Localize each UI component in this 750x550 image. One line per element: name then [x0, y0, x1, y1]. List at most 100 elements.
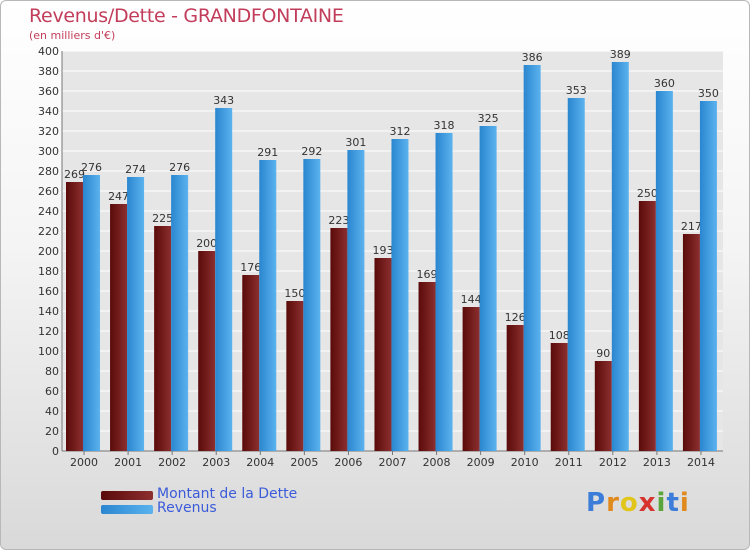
bar-revenus — [435, 133, 453, 451]
data-label-revenus: 360 — [654, 77, 675, 90]
data-label-dette: 250 — [637, 187, 658, 200]
y-tick-label: 60 — [45, 385, 59, 398]
data-label-dette: 247 — [108, 190, 129, 203]
bar-dette — [594, 361, 612, 451]
data-label-revenus: 389 — [610, 48, 631, 61]
data-label-revenus: 292 — [301, 145, 322, 158]
data-label-revenus: 312 — [389, 125, 410, 138]
x-tick-label: 2001 — [114, 456, 142, 469]
data-label-dette: 169 — [417, 268, 438, 281]
bar-revenus — [523, 65, 541, 451]
y-tick-label: 280 — [38, 165, 59, 178]
data-label-dette: 193 — [372, 244, 393, 257]
x-tick-label: 2008 — [423, 456, 451, 469]
x-tick-label: 2012 — [599, 456, 627, 469]
x-tick-label: 2013 — [643, 456, 671, 469]
bar-revenus — [611, 62, 629, 451]
y-tick-label: 160 — [38, 285, 59, 298]
bar-dette — [462, 307, 480, 451]
bar-revenus — [699, 101, 717, 451]
y-tick-label: 0 — [52, 445, 59, 458]
y-tick-label: 360 — [38, 85, 59, 98]
bar-revenus — [479, 126, 497, 451]
x-tick-label: 2014 — [687, 456, 715, 469]
bar-revenus — [83, 175, 100, 451]
data-label-revenus: 276 — [81, 161, 102, 174]
x-tick-label: 2011 — [555, 456, 583, 469]
legend-label-revenus: Revenus — [157, 500, 217, 516]
data-label-dette: 225 — [152, 212, 173, 225]
y-tick-label: 340 — [38, 105, 59, 118]
x-tick-label: 2002 — [158, 456, 186, 469]
y-tick-label: 80 — [45, 365, 59, 378]
bar-dette — [682, 234, 700, 451]
x-tick-label: 2005 — [290, 456, 318, 469]
bar-dette — [638, 201, 656, 451]
bar-revenus — [391, 139, 409, 451]
bar-dette — [154, 226, 172, 451]
bar-revenus — [655, 91, 673, 451]
data-label-dette: 200 — [196, 237, 217, 250]
x-tick-label: 2010 — [511, 456, 539, 469]
x-tick-label: 2000 — [70, 456, 98, 469]
legend-label-dette: Montant de la Dette — [157, 486, 298, 502]
bar-dette — [198, 251, 216, 451]
x-tick-label: 2009 — [467, 456, 495, 469]
y-tick-label: 40 — [45, 405, 59, 418]
bar-revenus — [215, 108, 233, 451]
y-tick-label: 400 — [38, 45, 59, 58]
bar-dette — [374, 258, 392, 451]
data-label-revenus: 301 — [345, 136, 366, 149]
bar-dette — [110, 204, 128, 451]
data-label-revenus: 291 — [257, 146, 278, 159]
chart-title: Revenus/Dette - GRANDFONTAINE — [29, 5, 344, 27]
bar-dette — [550, 343, 568, 451]
data-label-revenus: 350 — [698, 87, 719, 100]
bar-revenus — [127, 177, 145, 451]
data-label-revenus: 386 — [522, 51, 543, 64]
bar-revenus — [347, 150, 365, 451]
data-label-dette: 223 — [328, 214, 349, 227]
x-tick-label: 2004 — [246, 456, 274, 469]
data-label-dette: 144 — [461, 293, 482, 306]
bar-dette — [330, 228, 348, 451]
data-label-dette: 150 — [284, 287, 305, 300]
data-label-revenus: 325 — [478, 112, 499, 125]
data-label-revenus: 318 — [434, 119, 455, 132]
bar-dette — [286, 301, 304, 451]
x-tick-label: 2003 — [202, 456, 230, 469]
y-tick-label: 140 — [38, 305, 59, 318]
data-label-revenus: 274 — [125, 163, 146, 176]
data-label-revenus: 353 — [566, 84, 587, 97]
bar-revenus — [259, 160, 277, 451]
y-tick-label: 100 — [38, 345, 59, 358]
data-label-revenus: 343 — [213, 94, 234, 107]
chart-subtitle: (en milliers d'€) — [29, 29, 116, 42]
y-tick-label: 220 — [38, 225, 59, 238]
data-label-dette: 108 — [549, 329, 570, 342]
legend-swatch-dette — [101, 491, 153, 500]
bar-revenus — [171, 175, 189, 451]
y-tick-label: 180 — [38, 265, 59, 278]
bar-revenus — [303, 159, 321, 451]
y-tick-label: 20 — [45, 425, 59, 438]
y-tick-label: 120 — [38, 325, 59, 338]
bar-dette — [418, 282, 436, 451]
y-tick-label: 260 — [38, 185, 59, 198]
data-label-dette: 90 — [596, 347, 610, 360]
y-tick-label: 300 — [38, 145, 59, 158]
data-label-revenus: 276 — [169, 161, 190, 174]
y-tick-label: 320 — [38, 125, 59, 138]
y-tick-label: 380 — [38, 65, 59, 78]
data-label-dette: 176 — [240, 261, 261, 274]
bar-dette — [66, 182, 83, 451]
bar-dette — [242, 275, 260, 451]
y-tick-label: 200 — [38, 245, 59, 258]
bar-dette — [506, 325, 524, 451]
x-tick-label: 2006 — [334, 456, 362, 469]
data-label-dette: 126 — [505, 311, 526, 324]
data-label-dette: 269 — [64, 168, 85, 181]
legend-swatch-revenus — [101, 505, 153, 514]
